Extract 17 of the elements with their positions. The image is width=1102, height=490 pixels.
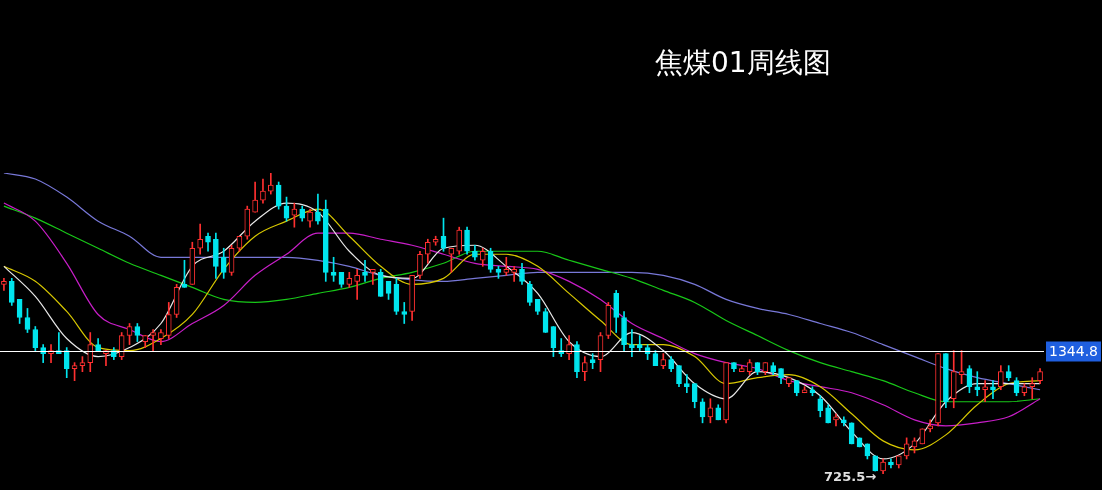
candlestick [150, 329, 156, 351]
candlestick [401, 302, 408, 324]
chart-title: 焦煤01周线图 [655, 45, 831, 81]
candlestick [636, 335, 643, 351]
candlestick [684, 374, 690, 394]
candlestick [974, 371, 981, 397]
candlestick [982, 380, 988, 403]
candlestick [370, 268, 376, 285]
text: 1344.8 [1049, 343, 1098, 360]
candlestick [990, 380, 996, 400]
candlestick [1029, 377, 1036, 400]
candlestick [629, 329, 635, 357]
candlestick [503, 256, 510, 276]
candlestick [362, 259, 368, 282]
annotation: 725.5→ [824, 469, 877, 485]
candlestick [511, 265, 517, 282]
candlestick [354, 268, 360, 300]
